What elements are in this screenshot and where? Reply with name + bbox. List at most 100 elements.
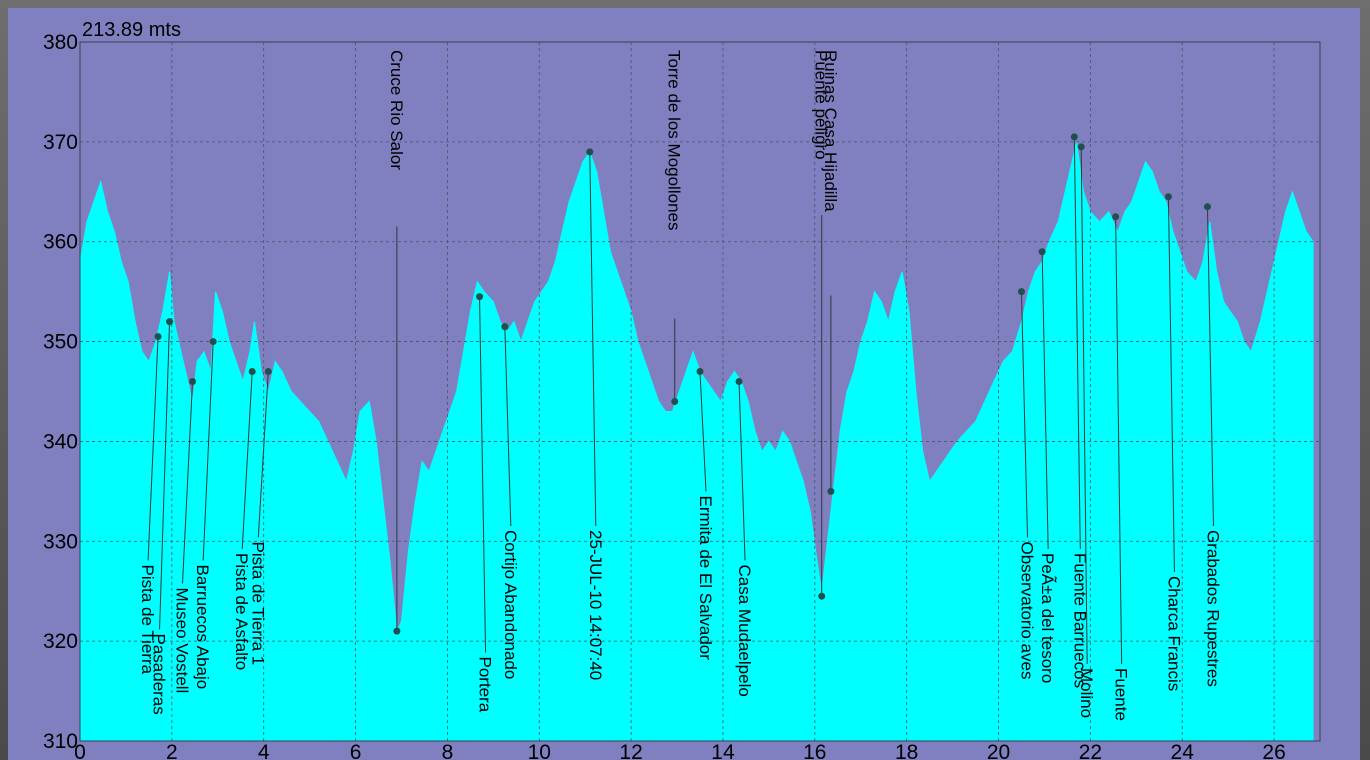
x-tick-label: 0	[74, 741, 86, 760]
waypoint-marker	[735, 378, 743, 386]
waypoint-marker	[1017, 288, 1025, 296]
x-tick-label: 12	[619, 741, 642, 760]
waypoint-leader	[699, 371, 707, 492]
waypoint-marker	[696, 368, 704, 376]
waypoint-label: Pista de Tierra 1	[248, 542, 267, 666]
waypoint-label: Barruecos Abajo	[193, 565, 212, 690]
waypoint-label: PeÃ±a del tesoro	[1038, 553, 1057, 683]
waypoint-leader	[1206, 206, 1214, 527]
y-tick-label: 330	[43, 530, 78, 553]
waypoint-leader	[1167, 196, 1175, 573]
elevation-chart: 0 2 4 6 8 10 12 14 16 18 20 22 24 2631032033034035036…	[43, 19, 1321, 760]
waypoint: Puente peligro	[812, 50, 831, 600]
x-tick-label: 22	[1079, 741, 1102, 760]
waypoint-marker	[1038, 248, 1046, 256]
gridlines	[80, 42, 1320, 741]
waypoint-leader	[202, 341, 214, 561]
waypoint-marker	[1077, 143, 1085, 151]
waypoint-marker	[1070, 133, 1078, 141]
y-tick-label: 380	[43, 31, 78, 54]
waypoint: Pasaderas	[150, 318, 174, 715]
waypoint-label: Molino	[1077, 668, 1096, 718]
waypoint-label: Puente peligro	[812, 50, 831, 160]
x-tick-label: 26	[1262, 741, 1285, 760]
x-tick-label: 10	[528, 741, 551, 760]
y-tick-label: 350	[43, 331, 78, 354]
waypoint: Molino	[1077, 143, 1096, 718]
waypoint-label: Portera	[476, 657, 495, 713]
waypoint: 25-JUL-10 14:07:40	[586, 148, 605, 680]
waypoint: Charca Francis	[1164, 193, 1183, 691]
waypoint-marker	[827, 487, 835, 495]
waypoint: Torre de los Mogollones	[665, 50, 684, 405]
waypoint-leader	[738, 381, 746, 561]
waypoint-marker	[1164, 193, 1172, 201]
waypoint-label: Fuente	[1112, 668, 1131, 721]
waypoint-label: Charca Francis	[1164, 576, 1183, 691]
waypoint-label: Ermita de El Salvador	[696, 496, 715, 661]
y-tick-label: 370	[43, 131, 78, 154]
waypoint-marker	[248, 368, 256, 376]
waypoint: Cruce Rio Salor	[387, 50, 406, 635]
waypoint-leader	[1080, 146, 1088, 665]
y-tick-label: 360	[43, 231, 78, 254]
waypoint-label: Cortijo Abandonado	[501, 530, 520, 679]
waypoint-marker	[393, 627, 401, 635]
waypoint: Fuente Barruecos	[1070, 133, 1089, 688]
waypoint: Pista de Tierra 1	[248, 368, 272, 665]
waypoint: PeÃ±a del tesoro	[1038, 248, 1057, 683]
chart-title: 213.89 mts	[82, 19, 181, 41]
waypoint-leader	[1020, 291, 1028, 538]
waypoint-marker	[154, 333, 162, 341]
elevation-panel: 0 2 4 6 8 10 12 14 16 18 20 22 24 26 310 320 330 340 350 36…	[8, 8, 1360, 760]
y-tick-label: 340	[43, 430, 78, 453]
waypoint-marker	[1112, 213, 1120, 221]
waypoint-label: Ruinas Casa Hijadilla	[821, 50, 840, 212]
waypoint-label: Casa Mudaelpelo	[735, 565, 754, 697]
waypoint-marker	[586, 148, 594, 156]
waypoint: Portera	[476, 293, 495, 713]
waypoint-leader	[479, 296, 487, 653]
waypoint-leader	[1115, 216, 1123, 665]
waypoint: Pista de Tierra	[138, 333, 162, 675]
waypoint-label: Pista de Asfalto	[232, 553, 251, 670]
waypoint-label: Torre de los Mogollones	[665, 50, 684, 230]
waypoint-marker	[671, 397, 679, 405]
waypoint-leader	[1073, 136, 1081, 550]
waypoint-leader	[147, 336, 159, 561]
waypoint: Fuente	[1112, 213, 1131, 721]
waypoint-leader	[589, 151, 597, 527]
waypoint-label: Museo Vostell	[173, 588, 192, 694]
x-tick-label: 16	[803, 741, 826, 760]
plot-border	[79, 41, 1321, 742]
x-tick-label: 8	[442, 741, 454, 760]
waypoint-marker	[209, 338, 217, 346]
waypoint-marker	[501, 323, 509, 331]
waypoint-leader	[241, 371, 253, 550]
y-tick-label: 320	[43, 630, 78, 653]
waypoint-label: Grabados Rupestres	[1203, 530, 1222, 687]
waypoint-leader	[159, 321, 171, 630]
waypoint: Ruinas Casa Hijadilla	[821, 50, 840, 495]
x-tick-label: 18	[895, 741, 918, 760]
waypoint-label: Pasaderas	[150, 634, 169, 715]
x-tick-label: 14	[711, 741, 735, 760]
waypoint-leader	[257, 371, 269, 538]
y-tick-label: 310	[43, 730, 78, 753]
waypoint-marker	[189, 378, 197, 386]
waypoint-label: Fuente Barruecos	[1070, 553, 1089, 688]
waypoint-leader	[182, 381, 194, 584]
waypoint: Ermita de El Salvador	[696, 368, 715, 660]
waypoint-marker	[166, 318, 174, 326]
waypoint: Cortijo Abandonado	[501, 323, 520, 679]
waypoint: Pista de Asfalto	[232, 368, 256, 670]
waypoint: Observatorio aves	[1017, 288, 1036, 679]
waypoint-marker	[264, 368, 272, 376]
waypoint-label: 25-JUL-10 14:07:40	[586, 530, 605, 680]
waypoint: Casa Mudaelpelo	[735, 378, 754, 697]
x-tick-label: 6	[350, 741, 362, 760]
waypoint-label: Cruce Rio Salor	[387, 50, 406, 170]
waypoint-marker	[818, 592, 826, 600]
